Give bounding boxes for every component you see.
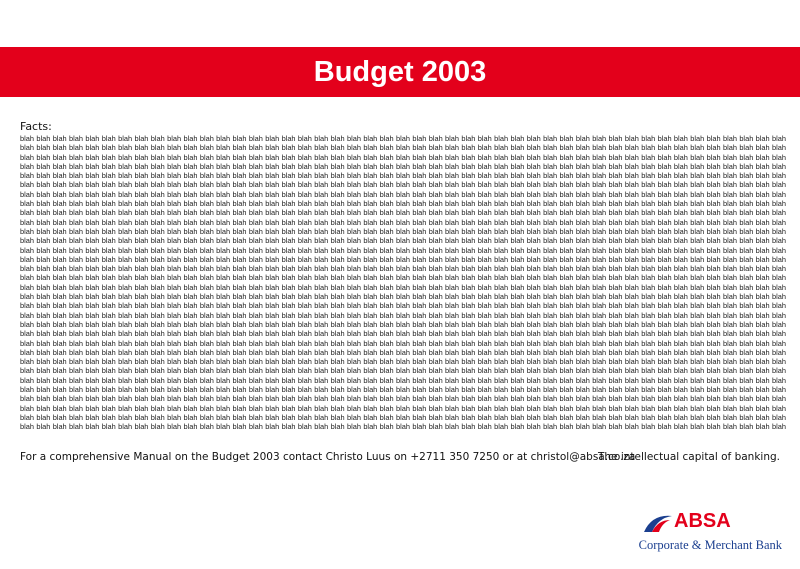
header-band: Budget 2003 — [0, 47, 800, 97]
logo: ABSA Corporate & Merchant Bank — [602, 510, 782, 560]
facts-body: blah blah blah blah blah blah blah blah … — [20, 134, 786, 430]
facts-label: Facts: — [20, 120, 52, 133]
logo-name: ABSA — [674, 510, 731, 532]
logo-division: Corporate & Merchant Bank — [638, 538, 782, 552]
contact-line: For a comprehensive Manual on the Budget… — [20, 451, 636, 463]
title: Budget 2003 — [313, 55, 487, 88]
tagline: The intellectual capital of banking. — [597, 451, 780, 463]
logo-mark — [644, 515, 672, 532]
